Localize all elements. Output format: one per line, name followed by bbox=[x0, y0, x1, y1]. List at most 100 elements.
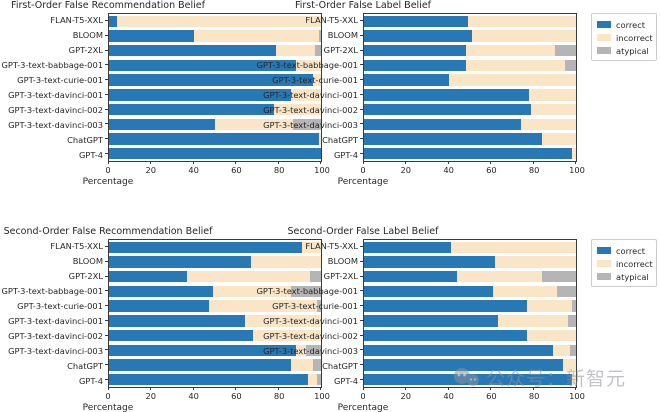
y-tick-mark bbox=[360, 49, 363, 51]
legend-entry-incorrect: incorrect bbox=[597, 31, 653, 44]
y-axis-category-label: BLOOM bbox=[72, 256, 103, 267]
bar-segment-atypical bbox=[291, 285, 321, 298]
x-tick-mark bbox=[405, 161, 407, 164]
y-tick-mark bbox=[105, 305, 108, 307]
y-tick-mark bbox=[360, 64, 363, 66]
y-axis-category-label: GPT-2XL bbox=[68, 271, 103, 282]
bar-segment-incorrect bbox=[495, 256, 576, 268]
bar-segment-correct bbox=[364, 344, 553, 356]
bar-row-ChatGPT bbox=[109, 133, 321, 145]
y-axis-category-label: GPT-2XL bbox=[323, 45, 358, 56]
bar-segment-correct bbox=[364, 241, 451, 254]
x-tick-mark bbox=[363, 161, 364, 164]
y-tick-mark bbox=[360, 93, 363, 95]
bar-row-GPT-3-text-davinci-001 bbox=[364, 89, 576, 101]
y-tick-mark bbox=[360, 334, 363, 336]
bar-segment-correct bbox=[109, 373, 309, 386]
bar-segment-incorrect bbox=[571, 147, 576, 160]
y-axis-category-label: GPT-3-text-curie-001 bbox=[272, 301, 358, 312]
legend-top: correct incorrect atypical bbox=[591, 13, 657, 61]
bar-segment-incorrect bbox=[448, 74, 576, 86]
bar-segment-incorrect bbox=[571, 373, 576, 386]
y-axis-category-label: GPT-4 bbox=[333, 149, 358, 160]
bar-segment-atypical bbox=[293, 118, 321, 130]
bar-segment-correct bbox=[364, 285, 494, 298]
bar-segment-incorrect bbox=[276, 45, 315, 57]
bar-segment-incorrect bbox=[318, 133, 321, 145]
y-axis-category-label: GPT-2XL bbox=[323, 271, 358, 282]
bar-segment-correct bbox=[109, 30, 194, 42]
x-axis-label: Percentage bbox=[337, 177, 389, 187]
chart-title: First-Order False Label Belief bbox=[294, 0, 432, 11]
y-axis-category-label: GPT-4 bbox=[78, 149, 103, 160]
y-tick-mark bbox=[105, 261, 108, 263]
x-tick-label: 20 bbox=[400, 165, 412, 175]
x-tick-mark bbox=[320, 161, 321, 164]
bar-row-GPT-4 bbox=[364, 373, 576, 386]
bar-segment-incorrect bbox=[467, 15, 576, 28]
bar-segment-correct bbox=[364, 103, 532, 116]
y-tick-mark bbox=[360, 79, 363, 81]
y-axis-category-label: GPT-3-text-babbage-001 bbox=[256, 60, 358, 71]
y-axis-category-label: GPT-3-text-curie-001 bbox=[17, 75, 103, 86]
bar-row-GPT-3-text-curie-001 bbox=[364, 74, 576, 86]
y-tick-mark bbox=[360, 378, 363, 380]
x-tick-label: 80 bbox=[528, 165, 540, 175]
y-tick-mark bbox=[105, 349, 108, 351]
bar-segment-atypical bbox=[316, 373, 321, 386]
legend-swatch-incorrect bbox=[597, 34, 611, 41]
bar-row-GPT-4 bbox=[109, 373, 321, 386]
bar-segment-correct bbox=[364, 45, 466, 57]
chart-title: First-Order False Recommendation Belief bbox=[11, 0, 205, 11]
bar-row-GPT-4 bbox=[364, 147, 576, 160]
bar-segment-correct bbox=[364, 300, 528, 312]
x-tick-label: 60 bbox=[486, 165, 497, 175]
y-tick-mark bbox=[105, 152, 108, 154]
bar-segment-correct bbox=[364, 133, 543, 145]
bar-segment-incorrect bbox=[497, 315, 568, 327]
y-axis-category-label: ChatGPT bbox=[67, 134, 103, 145]
y-axis-category-label: GPT-2XL bbox=[68, 45, 103, 56]
x-tick-label: 20 bbox=[145, 165, 157, 175]
x-tick-mark bbox=[235, 161, 237, 164]
bar-segment-correct bbox=[109, 74, 313, 86]
bar-row-GPT-2XL bbox=[364, 45, 576, 57]
y-tick-mark bbox=[105, 93, 108, 95]
bar-row-GPT-3-text-davinci-001 bbox=[364, 315, 576, 327]
x-tick-label: 40 bbox=[188, 165, 199, 175]
bar-segment-incorrect bbox=[253, 329, 321, 342]
bar-segment-atypical bbox=[306, 344, 321, 356]
bar-segment-correct bbox=[364, 271, 458, 283]
y-tick-mark bbox=[105, 64, 108, 66]
y-tick-mark bbox=[360, 35, 363, 37]
bar-segment-incorrect bbox=[308, 373, 317, 386]
bar-row-GPT-3-text-davinci-002 bbox=[364, 329, 576, 342]
legend-label: correct bbox=[616, 245, 646, 256]
bar-row-GPT-4 bbox=[109, 147, 321, 160]
y-axis-category-label: GPT-4 bbox=[78, 375, 103, 386]
bar-row-FLAN-T5-XXL bbox=[364, 15, 576, 28]
y-axis-category-label: FLAN-T5-XXL bbox=[305, 15, 358, 26]
bar-segment-incorrect bbox=[527, 329, 576, 342]
bar-segment-correct bbox=[364, 256, 496, 268]
bar-segment-correct bbox=[364, 147, 572, 160]
bar-segment-incorrect bbox=[117, 15, 321, 28]
bar-segment-atypical bbox=[318, 30, 321, 42]
bar-row-BLOOM bbox=[109, 30, 321, 42]
x-tick-label: 20 bbox=[145, 391, 157, 401]
y-axis-category-label: GPT-3-text-davinci-002 bbox=[263, 104, 358, 115]
bar-segment-correct bbox=[109, 359, 292, 371]
x-tick-mark bbox=[532, 387, 534, 390]
bar-segment-incorrect bbox=[493, 285, 557, 298]
y-axis-category-label: GPT-3-text-davinci-001 bbox=[263, 89, 358, 100]
y-tick-mark bbox=[105, 79, 108, 81]
plot-area bbox=[105, 239, 322, 390]
legend-entry-atypical: atypical bbox=[597, 270, 651, 283]
plot-area bbox=[360, 13, 577, 164]
x-tick-label: 80 bbox=[273, 391, 285, 401]
y-tick-mark bbox=[360, 108, 363, 110]
x-tick-mark bbox=[192, 387, 194, 390]
bar-segment-incorrect bbox=[552, 344, 570, 356]
bar-segment-correct bbox=[109, 118, 215, 130]
y-axis-category-label: GPT-3-text-davinci-003 bbox=[263, 345, 358, 356]
